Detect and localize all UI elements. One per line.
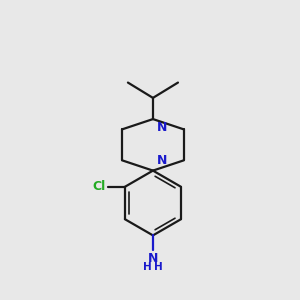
Text: Cl: Cl	[92, 180, 106, 193]
Text: H: H	[143, 262, 152, 272]
Text: N: N	[158, 122, 168, 134]
Text: N: N	[158, 154, 168, 167]
Text: H: H	[154, 262, 163, 272]
Text: N: N	[148, 252, 158, 265]
